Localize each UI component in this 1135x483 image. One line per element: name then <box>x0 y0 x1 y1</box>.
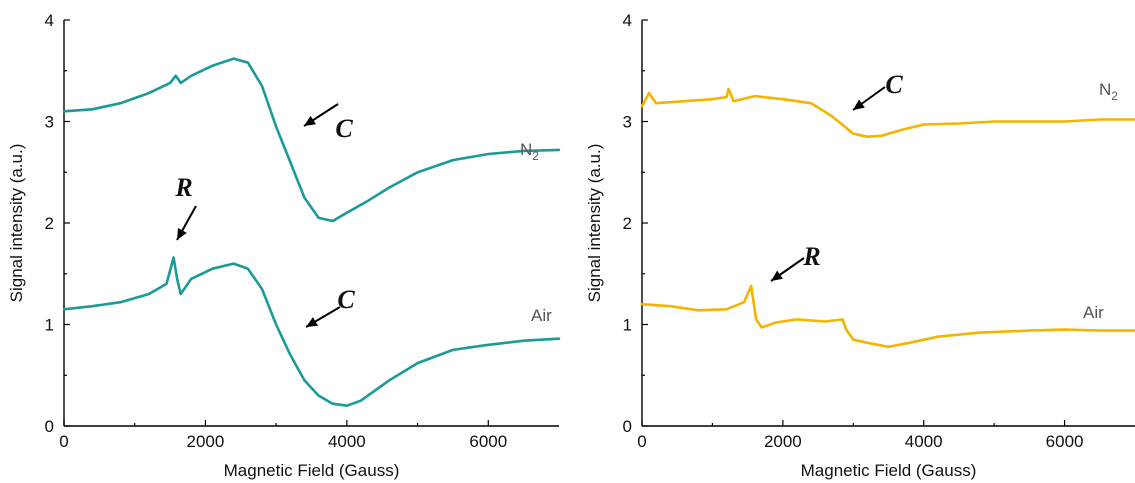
annotation-c: C <box>335 114 353 143</box>
y-tick-label: 4 <box>623 11 632 30</box>
y-tick-label: 0 <box>623 417 632 436</box>
annotation-r: R <box>174 173 192 202</box>
y-tick-label: 3 <box>623 113 632 132</box>
x-tick-label: 6000 <box>1046 432 1084 451</box>
annotation-r: R <box>802 242 820 271</box>
y-tick-label: 0 <box>45 417 54 436</box>
annotation-c: C <box>337 285 355 314</box>
x-tick-label: 4000 <box>328 432 366 451</box>
annotation-arrowhead <box>306 317 319 327</box>
annotation-c: C <box>885 70 903 99</box>
x-tick-label: 2000 <box>187 432 225 451</box>
y-axis-title: Signal intensity (a.u.) <box>7 144 26 303</box>
x-tick-label: 0 <box>59 432 68 451</box>
series-line-n2 <box>62 57 561 223</box>
x-axis-title: Magnetic Field (Gauss) <box>801 461 977 480</box>
y-tick-label: 2 <box>623 214 632 233</box>
series-label-air: Air <box>531 306 552 325</box>
annotation-arrowhead <box>853 99 865 110</box>
y-tick-label: 1 <box>45 316 54 335</box>
series-line-n2 <box>640 87 1135 138</box>
y-tick-label: 4 <box>45 11 54 30</box>
annotation-arrowhead <box>177 227 187 240</box>
chart-panel-2: 0 1 2 3 4 0 2000 4000 6000 Magnetic Field (Gauss)… <box>585 11 1135 480</box>
series-label-n2: N2 <box>520 140 539 163</box>
series-line-air <box>62 256 561 407</box>
series-line-air <box>640 284 1135 349</box>
annotation-arrowhead <box>304 115 316 126</box>
x-tick-label: 0 <box>637 432 646 451</box>
series-label-air: Air <box>1083 303 1104 322</box>
y-tick-label: 1 <box>623 316 632 335</box>
series-label-n2: N2 <box>1099 80 1118 103</box>
x-axis-title: Magnetic Field (Gauss) <box>224 461 400 480</box>
chart-panel-1: 0 1 2 3 4 0 2000 4000 6000 Magnetic Field (Gauss)… <box>7 11 561 480</box>
y-tick-label: 2 <box>45 214 54 233</box>
y-tick-label: 3 <box>45 113 54 132</box>
y-axis-title: Signal intensity (a.u.) <box>585 144 604 303</box>
x-tick-label: 2000 <box>764 432 802 451</box>
x-tick-label: 6000 <box>469 432 507 451</box>
x-tick-label: 4000 <box>905 432 943 451</box>
annotation-arrowhead <box>771 270 783 281</box>
